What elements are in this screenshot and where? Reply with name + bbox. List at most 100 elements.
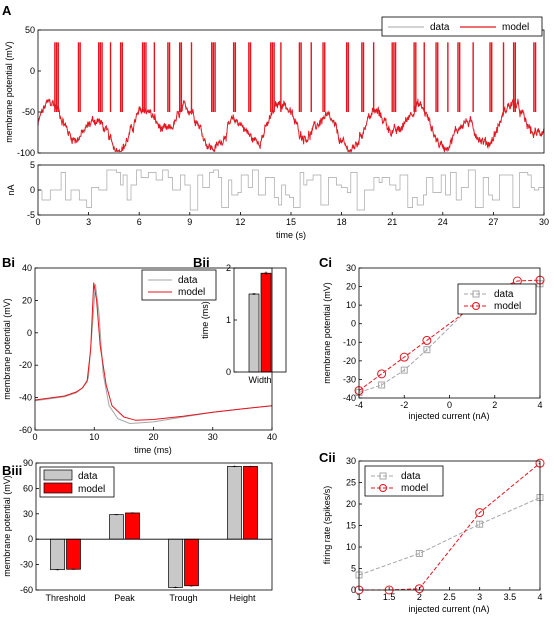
panel-a-voltage-ytick-label: -50 (22, 107, 35, 117)
panel-bii-bar-model (260, 272, 272, 373)
panel-cii-point-model (475, 508, 485, 518)
panel-cii-legend-box (364, 465, 444, 497)
panel-biii-bar-data (109, 514, 124, 540)
panel-cii-xtick-label: 2.5 (443, 592, 456, 602)
panel-cii-ytick-label: 10 (346, 542, 356, 552)
panel-biii-frame (35, 462, 273, 591)
panel-bi-xlabel: time (ms) (134, 445, 172, 455)
panel-a-current-ylabel: nA (6, 184, 16, 195)
panel-biii-ytick-label: 60 (23, 483, 33, 493)
panel-ci-ytick-label: -20 (343, 356, 356, 366)
panel-cii-xtick-label: 4 (537, 592, 542, 602)
panel-biii-category-label: Peak (114, 593, 135, 603)
panel-bi-legend-label-model: model (178, 287, 205, 298)
panel-ci-legend-label-model: model (494, 301, 521, 312)
panel-a-current-xtick-label: 27 (488, 217, 498, 227)
panel-biii-bar-model (184, 538, 199, 587)
panel-cii-legend-label-model: model (401, 483, 428, 494)
panel-ci-xtick-label: -2 (400, 400, 408, 410)
panel-biii-ytick-label: 30 (23, 509, 33, 519)
panel-cii-ytick-label: 30 (346, 456, 356, 466)
panel-a-current-trace (38, 169, 544, 211)
panel-a-current-ytick-label: -5 (27, 210, 35, 220)
panel-cii-point-data (415, 549, 423, 557)
panel-ci-ytick-label: -10 (343, 337, 356, 347)
panel-cii-ytick-label: 20 (346, 499, 356, 509)
panel-ci-point-data (400, 366, 408, 374)
panel-bii: Width 0 1 2 time (ms) (200, 263, 287, 385)
panel-a-current-xtick-label: 6 (137, 217, 142, 227)
panel-bii-ytick-label: 2 (226, 263, 231, 273)
panel-cii-ytick-label: 15 (346, 521, 356, 531)
panel-label-ci: Ci (319, 255, 332, 270)
panel-cii-ytick-label: 0 (351, 585, 356, 595)
panel-bi-ytick-label: -20 (19, 360, 32, 370)
panel-a-current-xtick-label: 18 (337, 217, 347, 227)
panel-a-voltage-ytick-label: 50 (25, 25, 35, 35)
panel-a-voltage-ytick-label: 0 (30, 66, 35, 76)
panel-cii-ytick-label: 25 (346, 478, 356, 488)
panel-bi-xtick-label: 10 (89, 432, 99, 442)
panel-bii-ytick-label: 0 (226, 367, 231, 377)
panel-bi-series-model (34, 282, 273, 421)
panel-bi-xtick-label: 40 (267, 432, 277, 442)
panel-biii-bar-data (168, 538, 183, 588)
panel-bi-xtick-label: 30 (208, 432, 218, 442)
panel-bi-series-data (34, 284, 273, 425)
panel-bii-ylabel: time (ms) (200, 301, 210, 339)
panel-ci-point-model (377, 369, 387, 379)
panel-cii-xtick-label: 1.5 (383, 592, 396, 602)
panel-cii-point-model (414, 584, 424, 594)
panel-biii-ytick-label: -60 (20, 585, 33, 595)
panel-a-voltage-ylabel: membrane potential (mV) (4, 41, 14, 143)
panel-ci-point-model (399, 352, 409, 362)
panel-a-current-xtick-label: 9 (187, 217, 192, 227)
panel-biii-bar-model (125, 512, 140, 540)
panel-biii-bar-model (243, 466, 258, 540)
panel-ci-ytick-label: 30 (346, 263, 356, 273)
panel-cii-xtick-label: 1 (356, 592, 361, 602)
panel-bi-ytick-label: -40 (19, 393, 32, 403)
panel-a-current-ytick-label: 5 (30, 160, 35, 170)
panel-biii-category-label: Threshold (45, 593, 85, 603)
panel-cii-xtick-label: 3 (477, 592, 482, 602)
panel-bi-legend-label-data: data (178, 275, 198, 286)
panel-ci-ytick-label: -40 (343, 393, 356, 403)
panel-biii-ytick-label: 0 (28, 534, 33, 544)
panel-a-current-xtick-label: 0 (35, 217, 40, 227)
panel-a-legend-label-data: data (430, 22, 450, 33)
panel-ci-xtick-label: -4 (355, 400, 363, 410)
panel-bi-ytick-label: 20 (22, 295, 32, 305)
panel-ci-xtick-label: 0 (447, 400, 452, 410)
panel-ci-legend-box (457, 283, 537, 315)
panel-biii-legend-label-model: model (78, 484, 105, 495)
panel-ci-ytick-label: 20 (346, 282, 356, 292)
panel-ci-legend-label-data: data (494, 289, 514, 300)
panel-ci-legend-marker-model (472, 302, 480, 310)
panel-bi-legend-box (141, 269, 217, 301)
panel-a-current-xtick-label: 12 (235, 217, 245, 227)
panel-bi-xtick-label: 0 (32, 432, 37, 442)
panel-bii-category-label: Width (248, 375, 271, 385)
panel-a-current-xtick-label: 30 (539, 217, 549, 227)
panel-ci-legend-marker-data (472, 290, 480, 298)
panel-a-current-xtick-label: 15 (286, 217, 296, 227)
panel-cii-point-data (476, 520, 484, 528)
panel-biii-legend-label-data: data (78, 471, 98, 482)
panel-biii-bar-model (66, 538, 81, 570)
panel-a-current-xtick-label: 21 (387, 217, 397, 227)
panel-a-current-xtick-label: 24 (438, 217, 448, 227)
panel-a-model-trace (37, 98, 545, 153)
panel-bii-ytick-label: 1 (226, 315, 231, 325)
panel-bi-ytick-label: 40 (22, 263, 32, 273)
panel-cii-legend-marker-model (379, 484, 387, 492)
panel-bi-ytick-label: 0 (27, 328, 32, 338)
panel-biii-category-label: Trough (169, 593, 197, 603)
panel-biii-ytick-label: -30 (20, 560, 33, 570)
panel-ci-point-data (378, 381, 386, 389)
panel-cii-xtick-label: 3.5 (504, 592, 517, 602)
